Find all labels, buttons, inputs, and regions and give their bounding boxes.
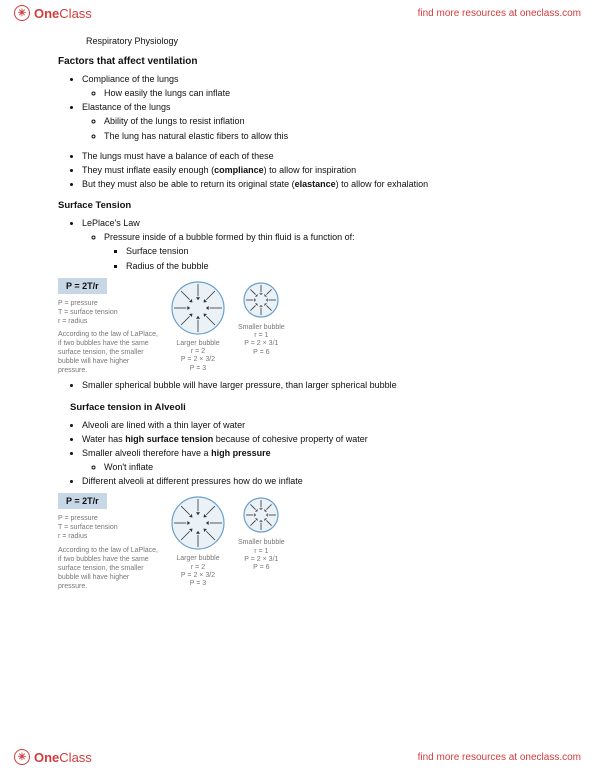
li-laplace-desc: Pressure inside of a bubble formed by th… [104,231,555,243]
list-conclusion-1: Smaller spherical bubble will have large… [58,379,555,391]
section-title-alveoli: Surface tension in Alveoli [70,402,555,413]
li-alv-3a: Won't inflate [104,461,555,473]
li-compliance-sub: How easily the lungs can inflate [104,87,555,99]
legend-t-2: T = surface tension [58,523,158,532]
list-factors-2: The lungs must have a balance of each of… [58,150,555,190]
bottom-watermark-bar: ✳ OneClass find more resources at onecla… [0,744,595,770]
li-return: But they must also be able to return its… [82,178,555,190]
li-alv-1: Alveoli are lined with a thin layer of w… [82,419,555,431]
formula-box: P = 2T/r P = pressure T = surface tensio… [58,278,158,376]
formula-text-2: P = 2T/r [58,493,107,509]
list-alveoli: Alveoli are lined with a thin layer of w… [58,419,555,488]
legend-r: r = radius [58,317,158,326]
li-conclusion: Smaller spherical bubble will have large… [82,379,555,391]
logo-icon: ✳ [14,5,30,21]
logo-icon-bottom: ✳ [14,749,30,765]
large-bubble: Larger bubble r = 2 P = 2 × 3/2 P = 3 [168,278,228,374]
brand-text: OneClass [34,6,92,21]
top-watermark-bar: ✳ OneClass find more resources at onecla… [0,0,595,26]
section-title-factors: Factors that affect ventilation [58,56,555,67]
small-bubble-icon [239,278,283,322]
li-alv-2: Water has high surface tension because o… [82,433,555,445]
formula-text: P = 2T/r [58,278,107,294]
li-fn-radius: Radius of the bubble [126,260,555,272]
document-body: Respiratory Physiology Factors that affe… [58,36,555,595]
resource-link-bottom[interactable]: find more resources at oneclass.com [418,752,581,763]
brand-text-bottom: OneClass [34,750,92,765]
brand-logo-bottom: ✳ OneClass [14,749,92,765]
resource-link[interactable]: find more resources at oneclass.com [418,8,581,19]
small-bubble-label-2: Smaller bubble r = 1 P = 2 × 3/1 P = 6 [238,539,285,573]
large-bubble-label: Larger bubble r = 2 P = 2 × 3/2 P = 3 [176,340,219,374]
li-laplace: LePlace's Law [82,217,555,229]
small-bubble-icon-2 [239,493,283,537]
small-bubble-2: Smaller bubble r = 1 P = 2 × 3/1 P = 6 [238,493,285,573]
large-bubble-icon [168,278,228,338]
diagram-caption: According to the law of LaPlace, if two … [58,330,158,375]
li-inflate: They must inflate easily enough (complia… [82,164,555,176]
legend-p-2: P = pressure [58,514,158,523]
legend-r-2: r = radius [58,532,158,541]
large-bubble-2: Larger bubble r = 2 P = 2 × 3/2 P = 3 [168,493,228,589]
li-fn-surface: Surface tension [126,245,555,257]
small-bubble-label: Smaller bubble r = 1 P = 2 × 3/1 P = 6 [238,324,285,358]
small-bubble: Smaller bubble r = 1 P = 2 × 3/1 P = 6 [238,278,285,358]
laplace-diagram-1: P = 2T/r P = pressure T = surface tensio… [58,278,555,376]
li-elastance: Elastance of the lungs [82,101,555,113]
list-laplace: LePlace's Law Pressure inside of a bubbl… [58,217,555,272]
section-title-surface-tension: Surface Tension [58,200,555,211]
laplace-diagram-2: P = 2T/r P = pressure T = surface tensio… [58,493,555,591]
legend-t: T = surface tension [58,308,158,317]
li-compliance: Compliance of the lungs [82,73,555,85]
li-balance: The lungs must have a balance of each of… [82,150,555,162]
large-bubble-label-2: Larger bubble r = 2 P = 2 × 3/2 P = 3 [176,555,219,589]
page-heading: Respiratory Physiology [86,36,555,46]
li-elastance-sub1: Ability of the lungs to resist inflation [104,115,555,127]
formula-box-2: P = 2T/r P = pressure T = surface tensio… [58,493,158,591]
legend-p: P = pressure [58,299,158,308]
li-alv-3: Smaller alveoli therefore have a high pr… [82,447,555,459]
list-factors-1: Compliance of the lungs How easily the l… [58,73,555,142]
large-bubble-icon-2 [168,493,228,553]
li-alv-4: Different alveoli at different pressures… [82,475,555,487]
li-elastance-sub2: The lung has natural elastic fibers to a… [104,130,555,142]
diagram-caption-2: According to the law of LaPlace, if two … [58,546,158,591]
brand-logo: ✳ OneClass [14,5,92,21]
